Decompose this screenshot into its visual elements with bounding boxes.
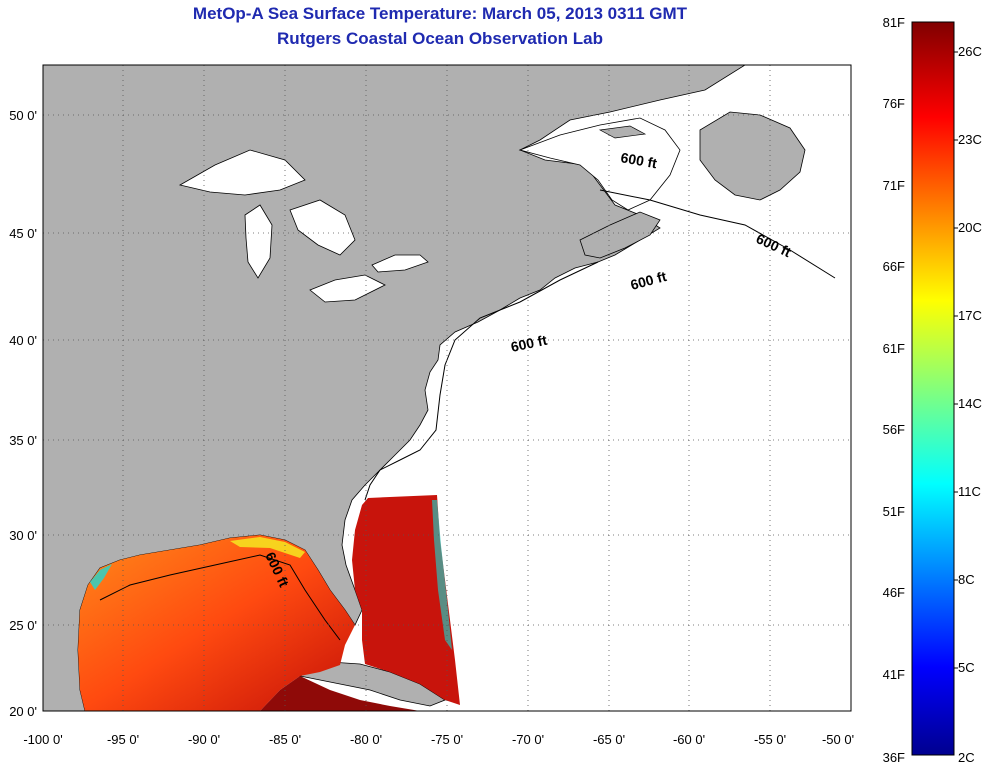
colorbar-f-66: 66F <box>883 259 905 274</box>
colorbar-c-2: 2C <box>958 750 975 765</box>
sst-cool-fringe-louisiana <box>230 537 305 558</box>
lat-tick-30: 30 0' <box>9 528 37 543</box>
colorbar-f-36: 36F <box>883 750 905 765</box>
colorbar-c-23: 23C <box>958 132 982 147</box>
newfoundland <box>699 111 806 201</box>
isobath-600ft <box>99 189 836 641</box>
lon-tick-85: -85 0' <box>269 732 301 747</box>
isobath-label-1: 600 ft <box>619 149 658 171</box>
colorbar-f-51: 51F <box>883 504 905 519</box>
lat-tick-50: 50 0' <box>9 108 37 123</box>
colorbar-f-61: 61F <box>883 341 905 356</box>
sst-atlantic <box>352 495 460 705</box>
colorbar-c-17: 17C <box>958 308 982 323</box>
map-subtitle: Rutgers Coastal Ocean Observation Lab <box>277 29 603 48</box>
sst-caribbean <box>260 676 420 711</box>
colorbar-c-5: 5C <box>958 660 975 675</box>
sst-cool-edge-east <box>432 500 452 650</box>
colorbar-f-56: 56F <box>883 422 905 437</box>
lon-tick-65: -65 0' <box>593 732 625 747</box>
colorbar-f-81: 81F <box>883 15 905 30</box>
colorbar-c-26: 26C <box>958 44 982 59</box>
lon-tick-70: -70 0' <box>512 732 544 747</box>
colorbar-c-20: 20C <box>958 220 982 235</box>
colorbar-f-41: 41F <box>883 667 905 682</box>
sst-cool-fringe-texas <box>90 564 112 590</box>
lon-tick-95: -95 0' <box>107 732 139 747</box>
lat-tick-45: 45 0' <box>9 226 37 241</box>
lon-tick-60: -60 0' <box>673 732 705 747</box>
colorbar <box>911 21 955 756</box>
isobath-label-4: 600 ft <box>509 332 548 355</box>
colorbar-c-11: 11C <box>958 484 981 499</box>
lat-tick-40: 40 0' <box>9 333 37 348</box>
colorbar-c-8: 8C <box>958 572 975 587</box>
map-border <box>42 64 852 712</box>
nova-scotia <box>579 211 661 259</box>
lat-tick-25: 25 0' <box>9 618 37 633</box>
lat-tick-35: 35 0' <box>9 433 37 448</box>
anticosti-island <box>598 125 647 139</box>
lat-tick-20: 20 0' <box>9 704 37 719</box>
colorbar-ticks <box>954 51 958 669</box>
gulf-of-st-lawrence <box>518 117 681 211</box>
colorbar-f-71: 71F <box>883 178 905 193</box>
lon-tick-90: -90 0' <box>188 732 220 747</box>
lon-tick-75: -75 0' <box>431 732 463 747</box>
colorbar-f-46: 46F <box>883 585 905 600</box>
lon-tick-80: -80 0' <box>350 732 382 747</box>
map-title: MetOp-A Sea Surface Temperature: March 0… <box>192 4 688 23</box>
land-mass <box>43 65 746 711</box>
colorbar-c-14: 14C <box>958 396 982 411</box>
lon-tick-55: -55 0' <box>754 732 786 747</box>
lon-tick-50: -50 0' <box>822 732 854 747</box>
sst-gulf <box>78 535 355 711</box>
lon-tick-100: -100 0' <box>23 732 62 747</box>
great-lakes <box>178 149 429 303</box>
colorbar-f-76: 76F <box>883 96 905 111</box>
